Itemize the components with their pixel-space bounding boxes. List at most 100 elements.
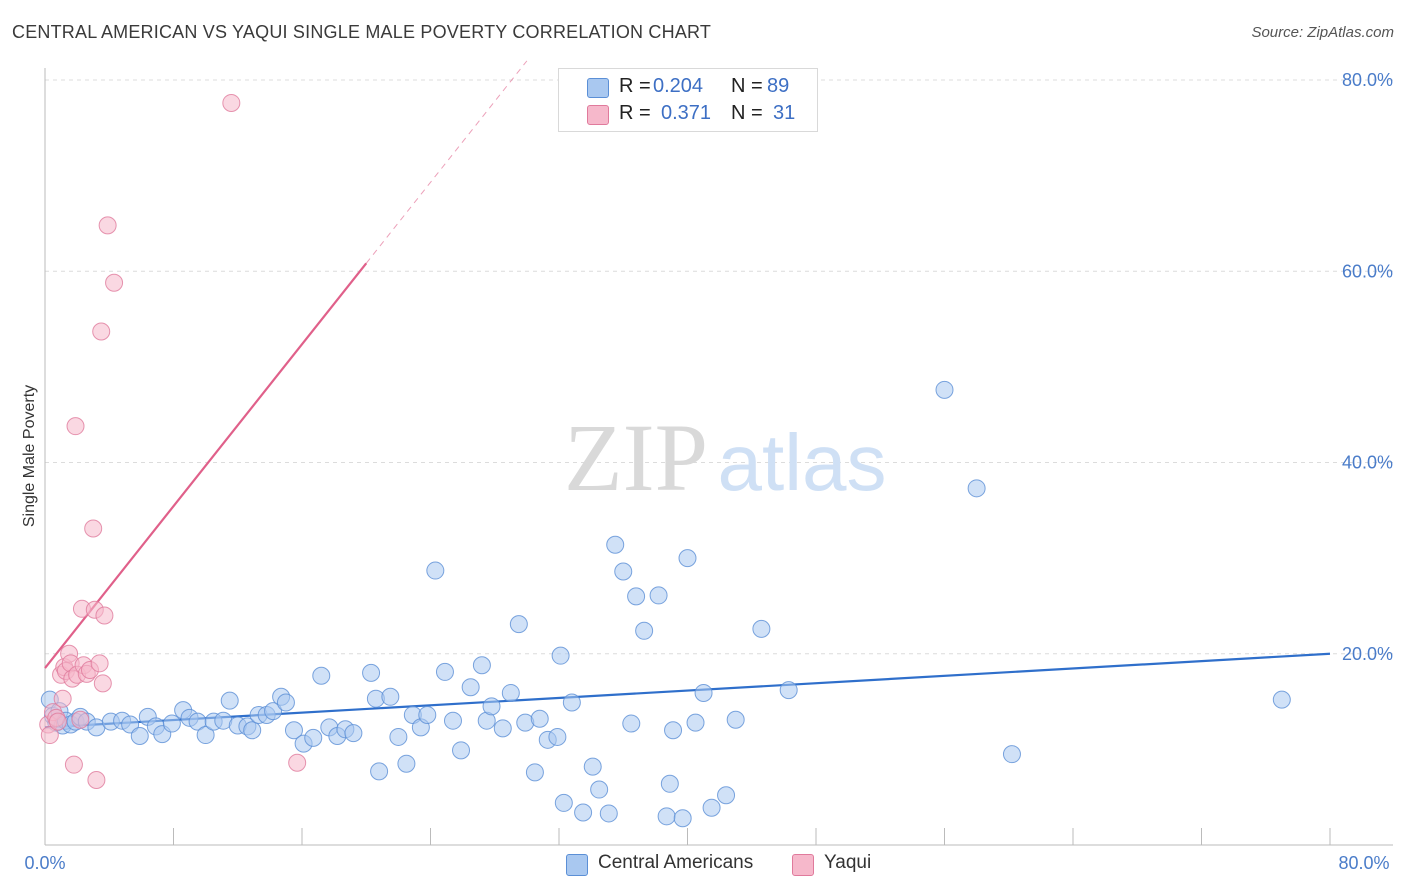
point-yaqui: [90, 654, 109, 673]
point-central-americans: [493, 719, 512, 738]
watermark-atlas: atlas: [718, 418, 887, 507]
series-label: Yaqui: [824, 852, 872, 873]
point-central-americans: [276, 693, 295, 712]
point-central-americans: [726, 710, 745, 729]
point-central-americans: [657, 807, 676, 826]
series-swatch-pink: [792, 854, 814, 876]
point-central-americans: [664, 721, 683, 740]
x-tick-label: 0.0%: [24, 853, 65, 873]
point-central-americans: [562, 693, 581, 712]
point-central-americans: [397, 754, 416, 773]
data-points: [39, 93, 1291, 828]
point-central-americans: [472, 656, 491, 675]
point-central-americans: [551, 646, 570, 665]
point-yaqui: [95, 606, 114, 625]
point-central-americans: [509, 615, 528, 634]
point-central-americans: [426, 561, 445, 580]
point-yaqui: [53, 689, 72, 708]
point-central-americans: [501, 683, 520, 702]
point-central-americans: [220, 691, 239, 710]
point-central-americans: [635, 621, 654, 640]
point-yaqui: [92, 322, 111, 341]
legend-r-value: 0.204: [653, 75, 704, 97]
point-central-americans: [530, 709, 549, 728]
y-tick-label: 60.0%: [1342, 261, 1393, 281]
point-central-americans: [678, 549, 697, 568]
point-central-americans: [304, 728, 323, 747]
trendline-yaqui-extension: [365, 60, 528, 264]
point-yaqui: [288, 753, 307, 772]
point-central-americans: [548, 727, 567, 746]
trend-lines: [44, 60, 1331, 729]
x-tick-label: 80.0%: [1338, 853, 1389, 873]
legend-n-label: N =: [731, 75, 763, 97]
point-central-americans: [583, 757, 602, 776]
series-label: Central Americans: [598, 852, 754, 873]
legend-swatch-pink: [587, 105, 609, 125]
trendline-central-americans: [44, 652, 1331, 729]
point-central-americans: [660, 774, 679, 793]
point-central-americans: [243, 721, 262, 740]
point-central-americans: [554, 793, 573, 812]
point-central-americans: [935, 380, 954, 399]
y-tick-label: 20.0%: [1342, 644, 1393, 664]
chart-title: CENTRAL AMERICAN VS YAQUI SINGLE MALE PO…: [12, 22, 712, 42]
point-central-americans: [381, 687, 400, 706]
point-central-americans: [435, 662, 454, 681]
point-central-americans: [312, 666, 331, 685]
trendline-yaqui: [44, 262, 368, 669]
point-central-americans: [622, 714, 641, 733]
point-central-americans: [452, 741, 471, 760]
y-axis-label: Single Male Poverty: [21, 385, 38, 527]
legend-r-value: 0.371: [661, 102, 712, 124]
point-central-americans: [673, 809, 692, 828]
point-central-americans: [590, 780, 609, 799]
watermark-zip: ZIP: [564, 404, 708, 511]
point-central-americans: [162, 714, 181, 733]
gridlines: [45, 79, 1393, 655]
point-central-americans: [264, 702, 283, 721]
legend-n-value: 89: [767, 75, 790, 97]
point-central-americans: [599, 804, 618, 823]
point-central-americans: [418, 705, 437, 724]
legend-n-label: N =: [731, 102, 763, 124]
point-central-americans: [574, 803, 593, 822]
point-central-americans: [717, 786, 736, 805]
point-yaqui: [222, 93, 241, 112]
point-yaqui: [66, 417, 85, 436]
y-tick-label: 80.0%: [1342, 70, 1393, 90]
point-central-americans: [121, 715, 140, 734]
point-central-americans: [344, 724, 363, 743]
point-central-americans: [1272, 690, 1291, 709]
point-central-americans: [461, 678, 480, 697]
point-yaqui: [98, 216, 117, 235]
point-central-americans: [1002, 745, 1021, 764]
watermark: ZIP atlas: [564, 404, 886, 511]
tick-labels: 20.0% 40.0% 60.0% 80.0% 0.0% 80.0%: [24, 70, 1393, 873]
point-central-americans: [389, 727, 408, 746]
source-credit: Source: ZipAtlas.com: [1251, 24, 1394, 41]
point-yaqui: [93, 674, 112, 693]
point-central-americans: [130, 726, 149, 745]
point-central-americans: [614, 562, 633, 581]
legend-n-value: 31: [773, 102, 796, 124]
point-central-americans: [284, 721, 303, 740]
point-central-americans: [196, 726, 215, 745]
point-central-americans: [702, 798, 721, 817]
point-central-americans: [779, 681, 798, 700]
point-yaqui: [87, 770, 106, 789]
point-central-americans: [752, 619, 771, 638]
point-central-americans: [482, 697, 501, 716]
point-central-americans: [606, 535, 625, 554]
legend-swatch-blue: [587, 78, 609, 98]
point-central-americans: [967, 479, 986, 498]
legend-r-label: R =: [619, 102, 651, 124]
correlation-legend: R = 0.204 N = 89 R = 0.371 N = 31: [558, 68, 818, 132]
point-central-americans: [627, 587, 646, 606]
point-yaqui: [64, 755, 83, 774]
point-central-americans: [649, 586, 668, 605]
legend-r-label: R =: [619, 75, 651, 97]
point-central-americans: [525, 763, 544, 782]
point-central-americans: [362, 663, 381, 682]
